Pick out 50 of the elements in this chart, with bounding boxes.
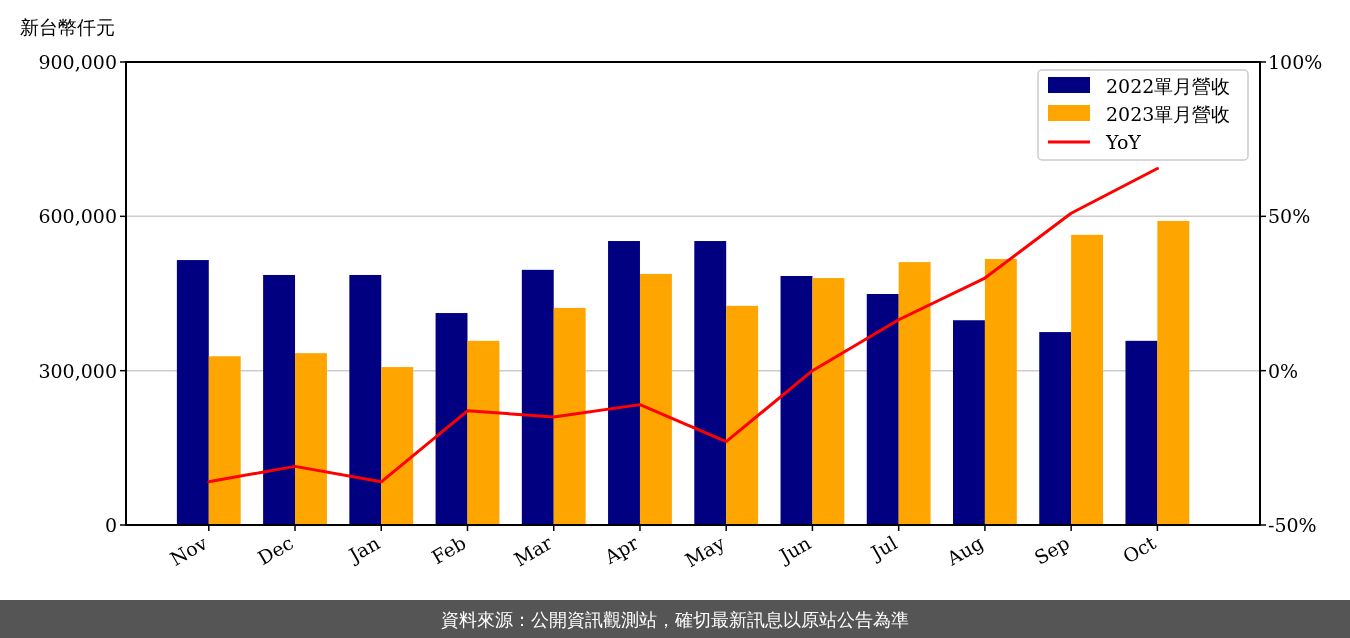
y2-tick-label: -50% [1268, 514, 1317, 536]
bar [953, 320, 985, 525]
x-tick-label: Nov [166, 531, 211, 570]
y2-tick-label: 0% [1268, 359, 1299, 382]
x-tick-label: May [681, 531, 729, 572]
y-tick-label: 600,000 [38, 205, 117, 228]
x-tick-label: Feb [427, 531, 470, 569]
bar [780, 276, 813, 525]
bar [866, 294, 899, 525]
x-tick-label: Jan [343, 531, 384, 568]
x-tick-label: Oct [1119, 531, 1160, 568]
bar [553, 307, 586, 525]
x-tick-label: Sep [1030, 531, 1074, 569]
y-tick-label: 300,000 [38, 359, 117, 382]
bar [435, 313, 468, 525]
line-series [207, 166, 1159, 484]
x-tick-label: Mar [510, 530, 557, 571]
bar [812, 278, 845, 525]
legend-label: 2023單月營收 [1106, 103, 1231, 125]
bar [1071, 234, 1104, 525]
bar [295, 353, 327, 525]
bar [984, 259, 1017, 525]
x-tick-label: Aug [942, 531, 987, 571]
x-tick-label: Apr [599, 530, 643, 569]
bar [263, 274, 296, 525]
bar [521, 269, 554, 525]
x-tick-label: Jun [773, 531, 815, 568]
y2-tick-label: 100% [1268, 51, 1323, 73]
bar [381, 367, 414, 525]
bar [1157, 220, 1190, 525]
legend-label: YoY [1105, 131, 1142, 153]
x-tick-label: Dec [253, 531, 298, 570]
bar [726, 305, 759, 525]
legend-label: 2022單月營收 [1106, 75, 1231, 97]
bar [694, 241, 727, 525]
bar [1039, 332, 1072, 525]
bar [467, 340, 500, 525]
bar [1125, 340, 1158, 525]
bar [608, 241, 640, 525]
y-axis-title: 新台幣仟元 [20, 16, 115, 38]
y2-tick-label: 50% [1268, 205, 1311, 228]
bar [208, 356, 241, 525]
bar [898, 262, 931, 525]
bar [639, 273, 672, 525]
bar [349, 274, 382, 525]
source-note: 資料來源：公開資訊觀測站，確切最新訊息以原站公告為準 [441, 609, 909, 630]
y-tick-label: 0 [104, 514, 117, 536]
y-tick-label: 900,000 [38, 51, 117, 73]
x-tick-label: Jul [865, 531, 901, 565]
bar [176, 260, 209, 525]
